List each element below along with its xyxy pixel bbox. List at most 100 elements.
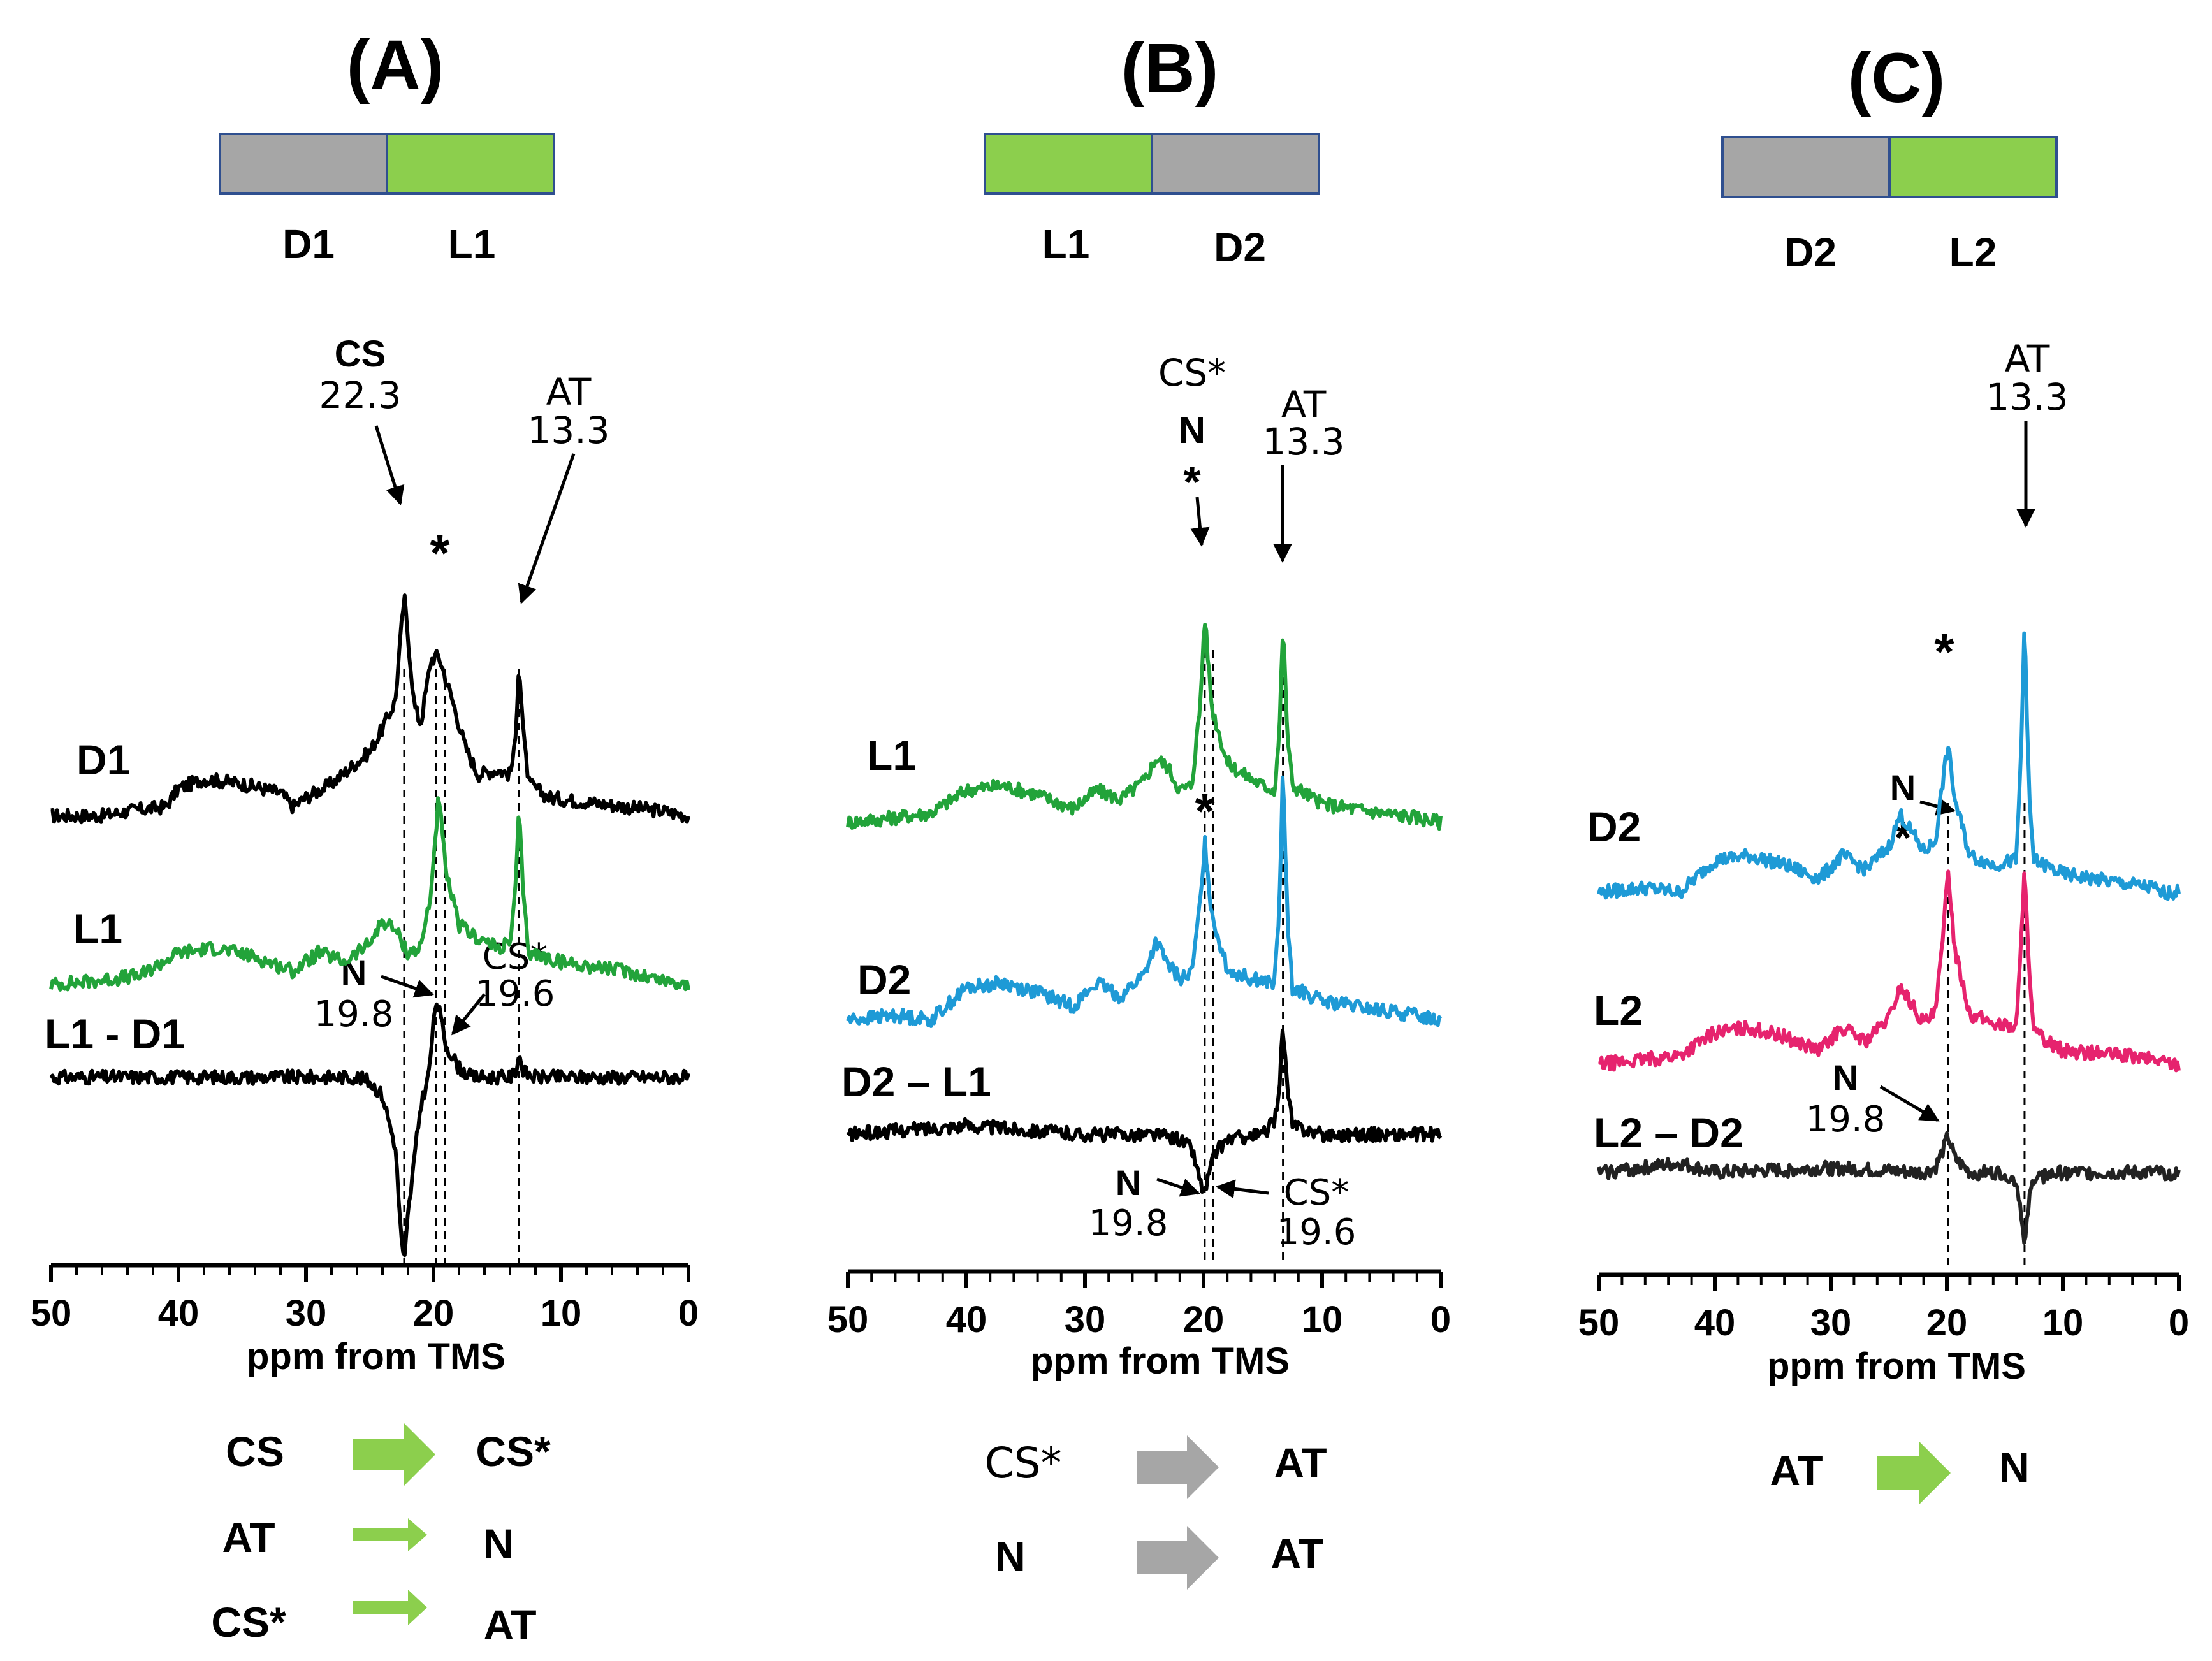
tick-label: 30 [1810, 1302, 1852, 1344]
tick-label: 20 [1183, 1299, 1225, 1340]
panel-a-transition-1-to: N [483, 1520, 514, 1567]
panel-b-bar-right-label: D2 [1214, 224, 1266, 270]
tick-label: 0 [678, 1293, 699, 1334]
panel-b-bar-left-label: L1 [1042, 221, 1090, 267]
panel-a-cs-arrow [374, 425, 405, 505]
panel-c-title: (C) [1848, 39, 1946, 117]
panel-b-top-arrow [1190, 497, 1210, 547]
panel-a-transition-0-from: CS [226, 1428, 284, 1475]
panel-a-cs-label: CS [335, 333, 386, 375]
tick-label: 40 [158, 1293, 200, 1334]
panel-c-xlabel: ppm from TMS [1767, 1345, 2026, 1387]
panel-c-n-label: N [1833, 1057, 1858, 1098]
panel-a-at-arrow [518, 453, 576, 604]
series-d2 [846, 775, 1443, 1028]
panel-a-transition-2-to: AT [483, 1601, 536, 1648]
panel-b-n-label: N [1116, 1163, 1141, 1203]
panel-a-series-label-1: L1 [73, 905, 122, 952]
panel-b-title: (B) [1121, 29, 1219, 108]
panel-a-series-label-2: L1 - D1 [45, 1010, 185, 1057]
panel-c-bar-right-label: L2 [1949, 229, 1997, 275]
panel-c-at-value: 13.3 [1986, 375, 2068, 419]
series-d2 [1597, 631, 2181, 901]
panel-c-bar-left-label: D2 [1784, 229, 1837, 275]
panel-a-bar-right [386, 133, 555, 195]
series-l2 [1598, 869, 2181, 1073]
series-d1 [50, 593, 690, 825]
tick-label: 10 [1302, 1299, 1343, 1340]
panel-b-xlabel: ppm from TMS [1031, 1340, 1290, 1382]
panel-a-plot: 50 40 30 20 10 0 [31, 593, 699, 1334]
panel-a-cs-star-value: 19.6 [476, 973, 555, 1015]
tick-label: 0 [1430, 1299, 1451, 1340]
tick-label: 50 [1578, 1302, 1620, 1344]
panel-c-n-arrow [1879, 1085, 1940, 1122]
panel-a-bar-right-label: L1 [448, 221, 496, 267]
panel-c-n-mid: N [1890, 767, 1916, 808]
panel-b-bar-left [984, 133, 1153, 195]
panel-b-n-top: N [1179, 410, 1205, 451]
panel-a-bar-left-label: D1 [282, 221, 335, 267]
panel-b-transition-1-from: N [995, 1533, 1026, 1580]
panel-a-transition-2-from: CS* [211, 1599, 286, 1646]
panel-a-cs-value: 22.3 [319, 374, 401, 417]
series-d2-l1 [846, 1028, 1443, 1194]
panel-b: (B) L1 D2 CS* N * AT 13.3 * N 19.8 CS* 1… [827, 29, 1451, 1590]
panel-c-at-label: AT [2005, 337, 2050, 381]
panel-a-transition-1-arrow [353, 1518, 427, 1551]
panel-b-n-value: 19.8 [1089, 1203, 1168, 1244]
tick-label: 40 [1694, 1302, 1736, 1344]
panel-b-cs-star-top: CS* [1158, 351, 1226, 395]
panel-b-n-arrow [1156, 1177, 1200, 1197]
panel-a-n-value: 19.8 [314, 994, 394, 1035]
panel-b-series-label-2: D2 – L1 [841, 1058, 991, 1105]
panel-b-at-value: 13.3 [1262, 420, 1344, 463]
panel-c-transition-0-from: AT [1770, 1447, 1823, 1494]
panel-a-n-arrow [381, 975, 434, 998]
panel-b-transition-0-to: AT [1274, 1439, 1327, 1486]
panel-b-bar-right [1151, 133, 1320, 195]
panel-c-bar-left [1721, 136, 1891, 198]
panel-a-at-label: AT [546, 370, 592, 414]
panel-b-series-label-0: L1 [867, 732, 916, 779]
tick-label: 10 [541, 1293, 582, 1334]
panel-a-cs-star-arrow [451, 993, 486, 1036]
panel-b-transition-0-arrow [1137, 1435, 1219, 1499]
panel-a-transition-0-arrow [353, 1423, 435, 1486]
tick-label: 50 [31, 1293, 72, 1334]
panel-a-transition-0-to: CS* [476, 1428, 551, 1475]
panel-b-transition-1-arrow [1137, 1526, 1219, 1590]
panel-c-transition-0-arrow [1877, 1441, 1951, 1505]
series-l1 [846, 623, 1443, 831]
panel-b-plot: 50 40 30 20 10 0 [827, 623, 1451, 1340]
panel-a-transition-1-from: AT [222, 1514, 275, 1561]
tick-label: 0 [2169, 1302, 2189, 1344]
tick-label: 50 [827, 1299, 869, 1340]
panel-b-at-label: AT [1281, 383, 1327, 426]
panel-a-at-value: 13.3 [527, 409, 609, 452]
panel-b-cs-star-label: CS* [1284, 1172, 1350, 1214]
panel-a-star: * [430, 525, 450, 581]
panel-b-cs-star-value: 19.6 [1277, 1212, 1357, 1253]
series-l1 [49, 796, 690, 992]
series-l1-d1 [49, 1002, 690, 1258]
panel-c-series-label-1: L2 [1594, 987, 1643, 1034]
tick-label: 20 [1926, 1302, 1968, 1344]
panel-a: (A) D1 L1 CS 22.3 AT 13.3 * N 19.8 CS* 1… [31, 26, 699, 1648]
panel-c-transition-0-to: N [1999, 1444, 2030, 1491]
panel-b-series-label-1: D2 [857, 956, 911, 1003]
panel-c-series-label-2: L2 – D2 [1594, 1109, 1743, 1156]
tick-label: 30 [1065, 1299, 1106, 1340]
panel-c-bar-right [1888, 136, 2058, 198]
tick-label: 10 [2042, 1302, 2084, 1344]
panel-c-star-top: * [1934, 623, 1954, 680]
panel-a-bar-left [219, 133, 388, 195]
panel-c-n-value: 19.8 [1806, 1099, 1886, 1140]
panel-a-transition-2-arrow [353, 1590, 427, 1625]
panel-a-xlabel: ppm from TMS [247, 1336, 506, 1377]
tick-label: 40 [946, 1299, 987, 1340]
panel-a-title: (A) [347, 26, 444, 105]
panel-b-transition-0-from: CS* [985, 1439, 1062, 1488]
tick-label: 30 [286, 1293, 327, 1334]
